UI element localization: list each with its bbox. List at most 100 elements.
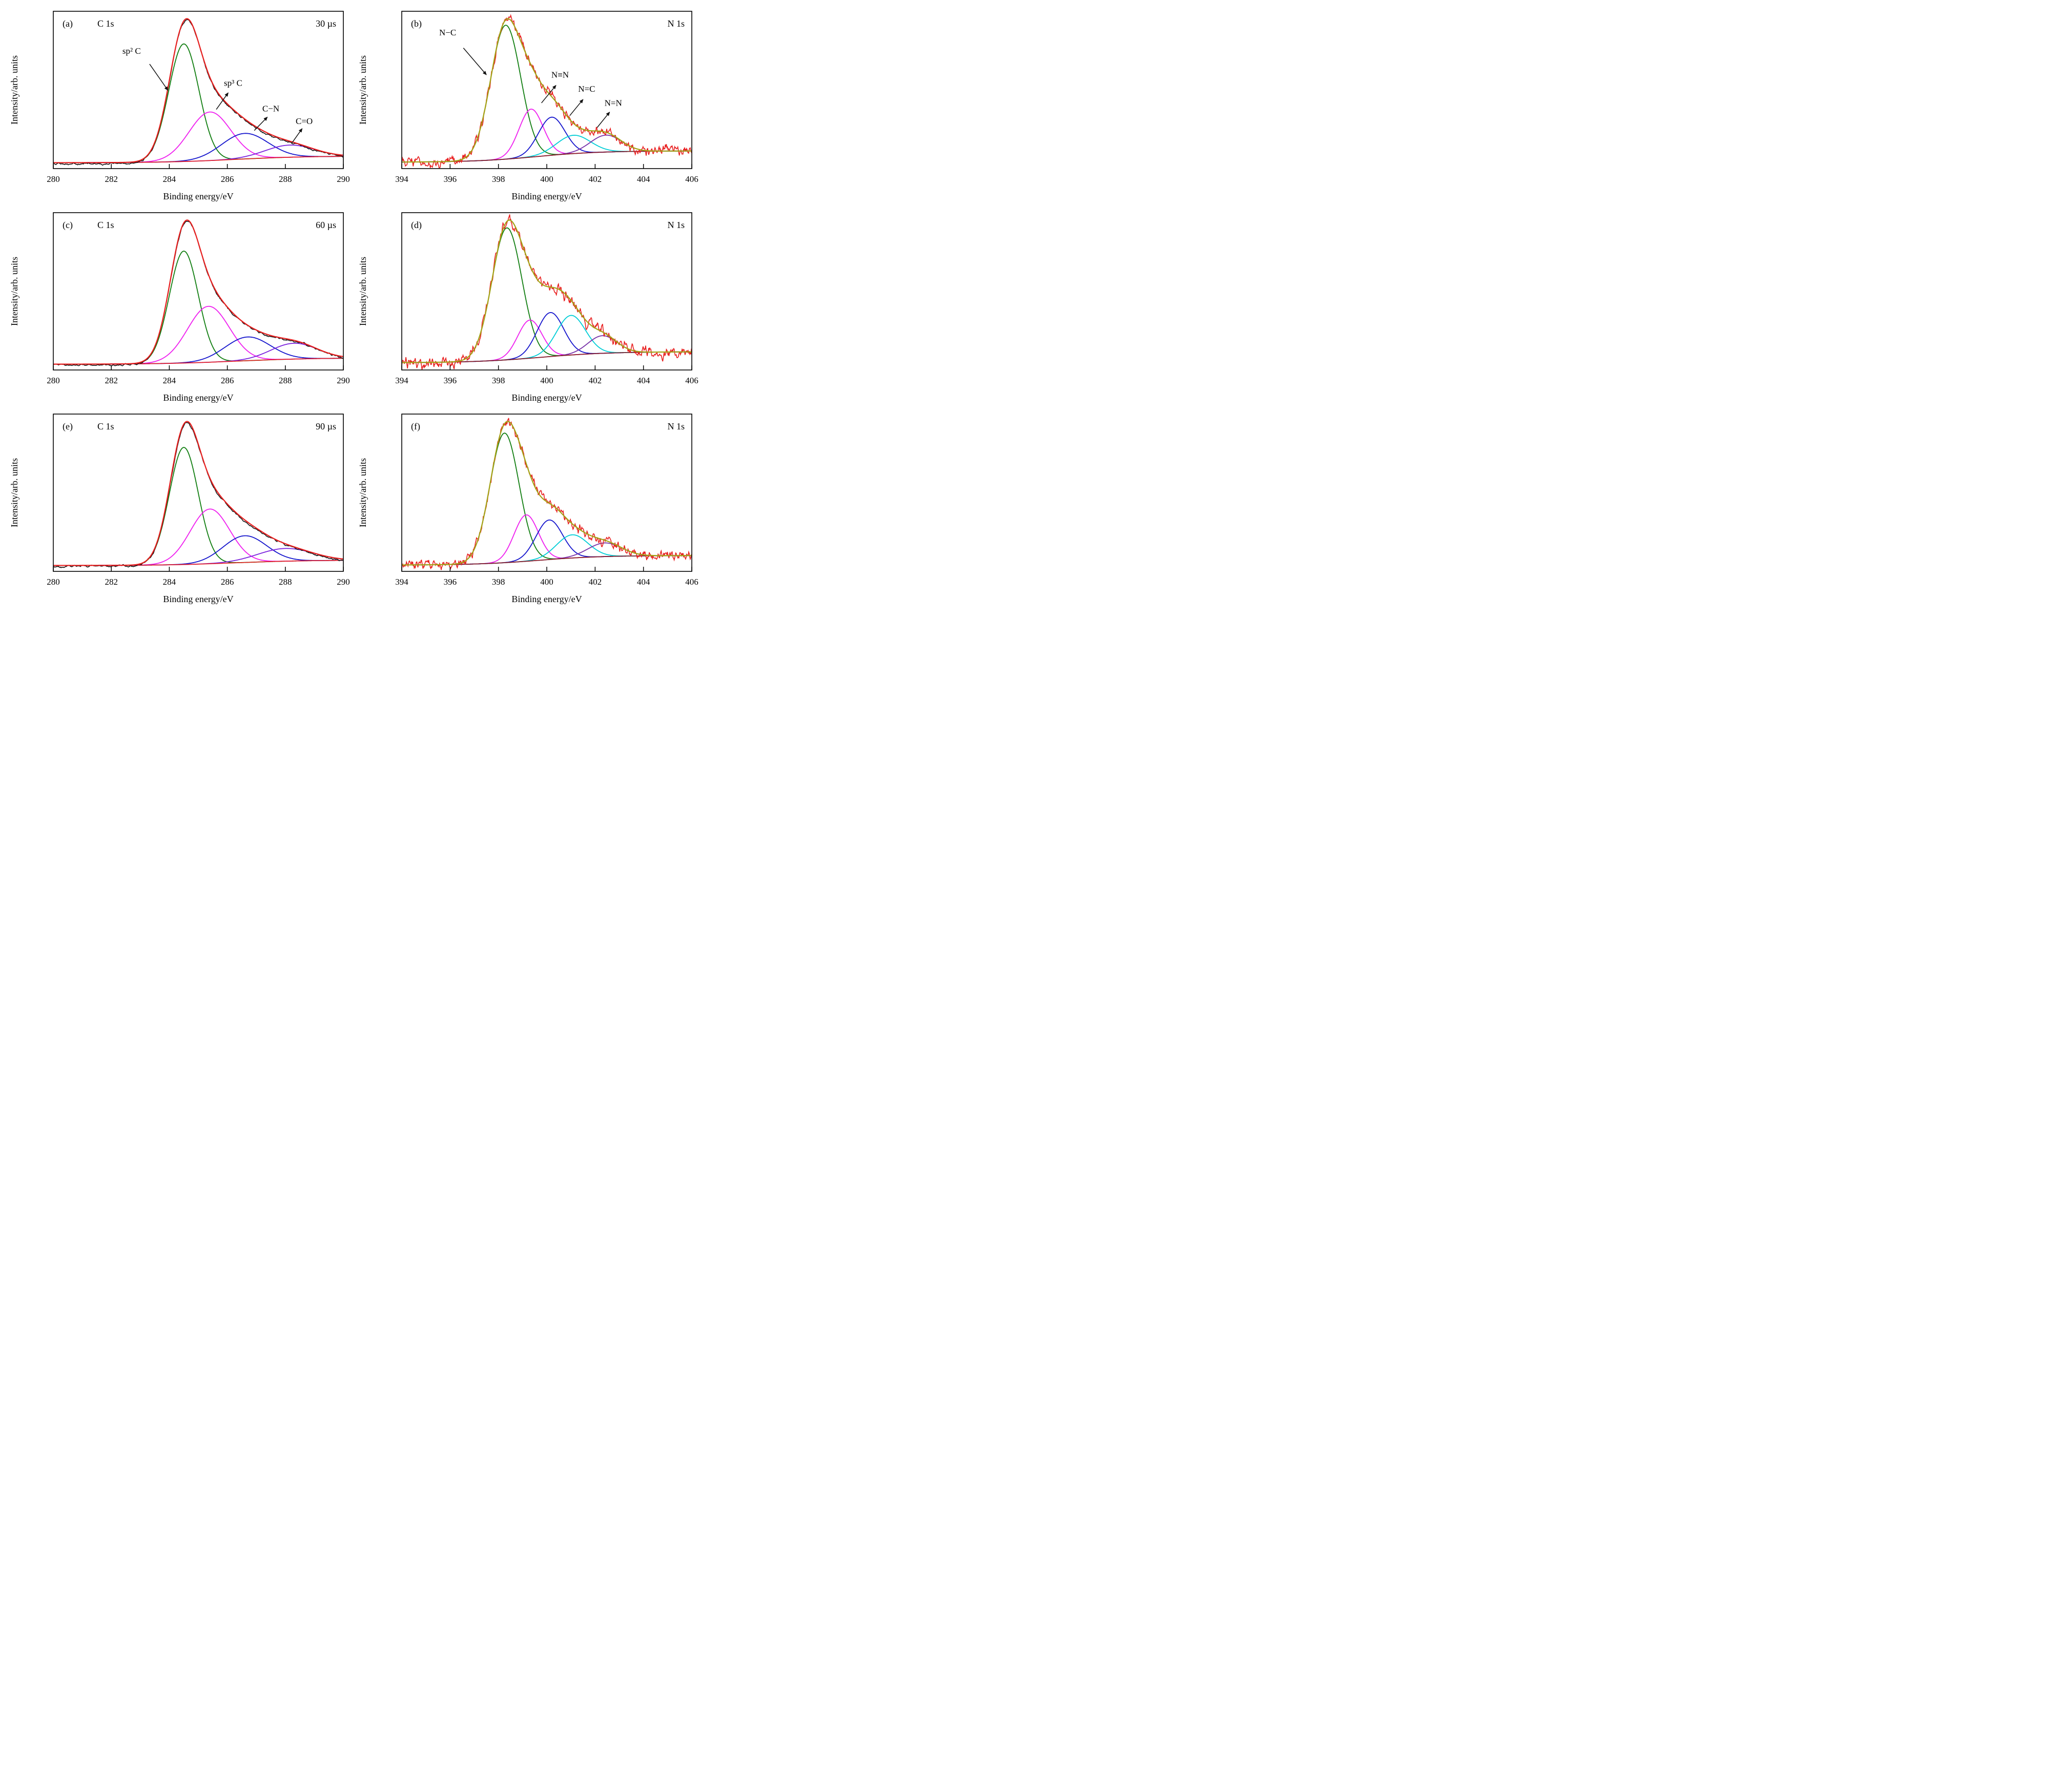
x-tick-label: 404	[637, 577, 650, 587]
panel-a-c1s-30us: 280 282 284 286 288 290 Binding energy/eV Inten…	[4, 4, 353, 205]
fit-envelope-curve	[53, 421, 343, 566]
x-tick-label: 404	[637, 376, 650, 385]
annotation-label: N=N	[605, 98, 622, 108]
x-tick-label: 394	[395, 577, 408, 587]
x-tick-label: 400	[540, 577, 553, 587]
panel-title: C 1s	[97, 220, 114, 230]
component-curve-sp2-C	[53, 447, 343, 566]
chart-panel-f: 394 396 398 400 402 404 406 Binding energy/eV In…	[353, 407, 701, 608]
component-curve-C=O	[53, 342, 343, 365]
x-tick-label: 404	[637, 174, 650, 184]
corner-label: 30 µs	[316, 18, 336, 29]
component-curve-C-N	[53, 336, 343, 365]
background-baseline-curve	[53, 358, 343, 365]
x-tick-label: 402	[589, 174, 602, 184]
x-tick-label: 398	[492, 577, 505, 587]
annotation-label: N≡N	[551, 70, 569, 79]
annotation-label: sp² C	[122, 46, 141, 56]
x-tick-label: 282	[105, 376, 118, 385]
annotation-arrow	[216, 92, 229, 110]
x-tick-label: 398	[492, 376, 505, 385]
panel-d-n1s-60us: 394 396 398 400 402 404 406 Binding energy/eV In…	[353, 205, 701, 407]
component-curve-C-N	[53, 133, 343, 163]
annotation-label: sp³ C	[224, 78, 242, 88]
chart-panel-a: 280 282 284 286 288 290 Binding energy/eV Inten…	[4, 4, 353, 205]
component-curve-N-cyan	[402, 315, 692, 363]
x-tick-label: 396	[444, 174, 457, 184]
raw-data-curve	[402, 418, 692, 570]
component-curve-N-cyan	[402, 534, 692, 566]
annotation-arrow	[254, 116, 268, 131]
x-tick-label: 288	[279, 376, 292, 385]
panel-title: C 1s	[97, 421, 114, 431]
panel-label: (a)	[63, 18, 73, 29]
annotation-arrow	[463, 48, 487, 75]
x-tick-label: 286	[221, 174, 234, 184]
x-tick-label: 402	[589, 376, 602, 385]
x-tick-label: 286	[221, 577, 234, 587]
annotation-label: N−C	[439, 28, 456, 37]
x-tick-label: 394	[395, 174, 408, 184]
x-tick-label: 398	[492, 174, 505, 184]
x-tick-label: 400	[540, 376, 553, 385]
panel-title: C 1s	[97, 18, 114, 29]
x-tick-label: 396	[444, 376, 457, 385]
chart-panel-b: 394 396 398 400 402 404 406 Binding energy/eV In…	[353, 4, 701, 205]
x-tick-label: 280	[47, 174, 60, 184]
raw-data-curve	[402, 214, 692, 370]
annotation-arrow	[596, 112, 610, 128]
x-tick-label: 290	[337, 174, 350, 184]
x-tick-label: 290	[337, 577, 350, 587]
chart-panel-c: 280 282 284 286 288 290 Binding energy/eV Inten…	[4, 205, 353, 407]
panel-label: (c)	[63, 220, 73, 231]
panel-label: (b)	[411, 18, 422, 29]
x-tick-label: 400	[540, 174, 553, 184]
x-tick-label: 406	[685, 577, 698, 587]
panel-label: (d)	[411, 220, 422, 231]
x-tick-label: 280	[47, 577, 60, 587]
x-tick-label: 284	[163, 376, 176, 385]
x-tick-label: 284	[163, 577, 176, 587]
corner-label: 90 µs	[316, 421, 336, 431]
x-tick-label: 282	[105, 577, 118, 587]
annotation-arrow	[149, 64, 169, 91]
y-axis-label: Intensity/arb. units	[358, 55, 368, 125]
y-axis-label: Intensity/arb. units	[9, 458, 19, 527]
panel-label: (e)	[63, 421, 73, 432]
component-curve-N≡N	[402, 319, 692, 363]
x-tick-label: 406	[685, 376, 698, 385]
annotation-label: N=C	[578, 84, 595, 94]
component-curve-N-cyan	[402, 135, 692, 163]
panel-c-c1s-60us: 280 282 284 286 288 290 Binding energy/eV Inten…	[4, 205, 353, 407]
x-tick-label: 284	[163, 174, 176, 184]
fit-envelope-curve	[402, 421, 692, 566]
x-axis-label: Binding energy/eV	[511, 393, 582, 403]
panel-b-n1s-30us: 394 396 398 400 402 404 406 Binding energy/eV In…	[353, 4, 701, 205]
x-tick-label: 290	[337, 376, 350, 385]
plot-frame	[401, 414, 692, 572]
x-axis-label: Binding energy/eV	[163, 594, 233, 604]
component-curve-N=N	[402, 134, 692, 163]
x-axis-label: Binding energy/eV	[511, 594, 582, 604]
y-axis-label: Intensity/arb. units	[9, 55, 19, 125]
panel-f-n1s-90us: 394 396 398 400 402 404 406 Binding energy/eV In…	[353, 407, 701, 608]
annotation-label: C−N	[262, 104, 279, 113]
plot-frame	[53, 212, 344, 370]
y-axis-label: Intensity/arb. units	[358, 257, 368, 326]
component-curve-C=O	[53, 145, 343, 163]
corner-label: 60 µs	[316, 220, 336, 230]
fit-envelope-curve	[53, 219, 343, 365]
x-tick-label: 282	[105, 174, 118, 184]
plot-frame	[53, 11, 344, 169]
x-tick-label: 396	[444, 577, 457, 587]
component-curve-N-C	[402, 25, 692, 163]
component-curve-N=C	[402, 312, 692, 363]
corner-label: N 1s	[667, 220, 685, 230]
corner-label: N 1s	[667, 421, 685, 431]
component-curve-sp3-C	[53, 305, 343, 365]
plot-frame	[53, 414, 344, 572]
x-tick-label: 402	[589, 577, 602, 587]
x-tick-label: 286	[221, 376, 234, 385]
x-axis-label: Binding energy/eV	[511, 191, 582, 201]
x-tick-label: 280	[47, 376, 60, 385]
